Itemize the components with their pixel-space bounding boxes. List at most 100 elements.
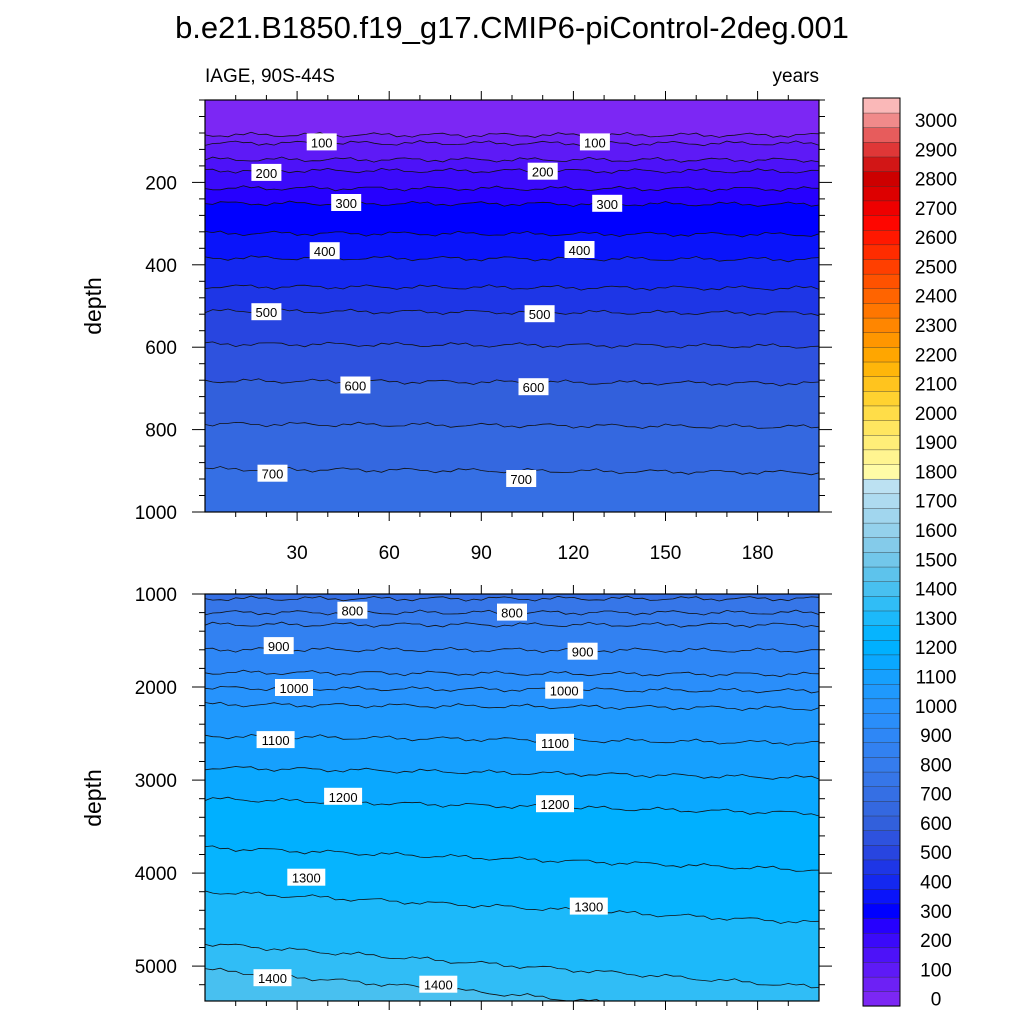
upper-contour-label-box — [518, 378, 549, 396]
lower-contour-line — [205, 890, 819, 924]
upper-y-tick-label: 1000 — [135, 503, 177, 524]
colorbar-swatch — [862, 756, 901, 773]
lower-contour-label-text: 900 — [268, 639, 290, 654]
upper-contour-line — [205, 341, 819, 349]
lower-y-tick-label: 4000 — [135, 864, 177, 885]
lower-contour-line — [205, 796, 819, 817]
colorbar-swatch — [862, 434, 901, 451]
lower-contour-label-text: 1000 — [280, 681, 309, 696]
upper-contour-label: 400 — [309, 242, 340, 260]
colorbar-swatch — [862, 566, 901, 582]
upper-fill-band — [205, 308, 819, 349]
upper-contour-label-text: 300 — [596, 197, 618, 212]
lower-color-fill — [205, 594, 819, 1001]
upper-panel-right-label: years — [773, 66, 819, 87]
colorbar-label: 1600 — [915, 521, 957, 542]
colorbar-swatch — [862, 463, 901, 480]
lower-contour-label-box — [419, 975, 458, 993]
lower-y-tick-label: 3000 — [135, 771, 177, 792]
lower-contour-labels: 800 800 900 900 1000 1000 1100 1100 1200 1200 1300… — [253, 601, 608, 993]
upper-contour-label-box — [592, 194, 623, 212]
lower-contour-line — [205, 621, 819, 628]
colorbar-swatch — [862, 449, 901, 465]
upper-contour-lines — [205, 131, 819, 476]
colorbar-label: 2500 — [915, 257, 957, 278]
lower-y-axis-label: depth — [80, 769, 106, 827]
colorbar-swatch — [862, 390, 901, 407]
upper-fill-band — [205, 100, 819, 138]
upper-contour-label-box — [524, 305, 555, 323]
colorbar-swatch — [862, 786, 901, 802]
upper-contour-line — [205, 156, 819, 163]
upper-contour-label: 500 — [524, 305, 555, 323]
colorbar: 0 100 200 300 400 500 600 700 800 900 1000 1100 1200… — [862, 97, 957, 1011]
upper-contour-line — [205, 421, 819, 429]
colorbar-swatch — [862, 156, 901, 172]
lower-contour-label-text: 1300 — [292, 871, 321, 886]
upper-contour-label: 400 — [564, 241, 595, 258]
colorbar-swatch — [862, 639, 901, 656]
colorbar-swatch — [862, 800, 901, 817]
upper-contour-label-text: 500 — [529, 307, 551, 322]
upper-contour-label-box — [251, 303, 282, 321]
colorbar-swatch — [862, 947, 901, 963]
upper-contour-label-box — [564, 241, 595, 258]
colorbar-frame — [862, 97, 901, 1007]
colorbar-label: 3000 — [915, 111, 957, 132]
lower-contour-line — [205, 845, 819, 872]
colorbar-swatch — [862, 244, 901, 260]
upper-contour-label-text: 200 — [256, 166, 278, 181]
lower-contour-label-box — [253, 969, 292, 987]
colorbar-swatch — [862, 698, 901, 714]
colorbar-swatch — [862, 97, 901, 114]
lower-contour-line — [205, 701, 819, 711]
colorbar-swatch — [862, 522, 901, 538]
lower-contour-label-text: 1000 — [550, 684, 579, 699]
lower-contour-label-box — [545, 681, 584, 699]
colorbar-swatch — [862, 668, 901, 685]
upper-contour-label-box — [340, 376, 371, 394]
colorbar-swatch — [862, 830, 901, 846]
colorbar-swatch — [862, 229, 901, 246]
colorbar-swatch — [862, 712, 901, 729]
colorbar-swatch — [862, 815, 901, 831]
colorbar-swatch — [862, 127, 901, 143]
colorbar-swatch — [862, 346, 901, 363]
lower-contour-label-text: 1400 — [424, 978, 453, 993]
colorbar-swatch — [862, 507, 901, 524]
upper-contour-label-text: 600 — [345, 379, 367, 394]
upper-contour-line — [205, 308, 819, 317]
upper-x-tick-label: 150 — [650, 543, 682, 564]
lower-y-tick-label: 2000 — [135, 678, 177, 699]
upper-contour-line — [205, 255, 819, 263]
colorbar-swatch — [862, 844, 901, 861]
upper-contour-line — [205, 284, 819, 291]
upper-contour-label: 300 — [331, 194, 362, 211]
lower-contour-label-text: 900 — [572, 645, 594, 660]
upper-contour-label-box — [309, 242, 340, 260]
upper-contour-label-text: 400 — [314, 244, 336, 259]
upper-contour-label: 700 — [257, 464, 288, 482]
colorbar-swatch — [862, 742, 901, 758]
upper-x-tick-label: 60 — [379, 543, 400, 564]
colorbar-swatch — [862, 537, 901, 553]
colorbar-label: 2000 — [915, 404, 957, 425]
colorbar-label: 300 — [920, 902, 952, 923]
colorbar-swatch — [862, 171, 901, 187]
upper-contour-label-text: 200 — [532, 165, 554, 180]
colorbar-swatch — [862, 258, 901, 275]
upper-contour-label-text: 700 — [510, 472, 532, 487]
upper-contour-label-box — [251, 163, 282, 181]
upper-y-tick-label: 400 — [145, 256, 177, 277]
lower-contour-label: 1100 — [536, 733, 574, 751]
upper-contour-label: 700 — [506, 470, 537, 487]
lower-contour-label-text: 1100 — [541, 736, 569, 751]
colorbar-label: 2400 — [915, 287, 957, 308]
colorbar-label: 800 — [920, 755, 952, 776]
upper-x-tick-label: 30 — [287, 543, 308, 564]
upper-contour-label-text: 500 — [256, 305, 278, 320]
upper-contour-label-text: 300 — [335, 196, 357, 211]
lower-fill-band — [205, 621, 819, 653]
lower-axis-ticks: 1000 2000 3000 4000 5000 — [135, 585, 832, 1010]
lower-contour-label-box — [569, 897, 608, 915]
